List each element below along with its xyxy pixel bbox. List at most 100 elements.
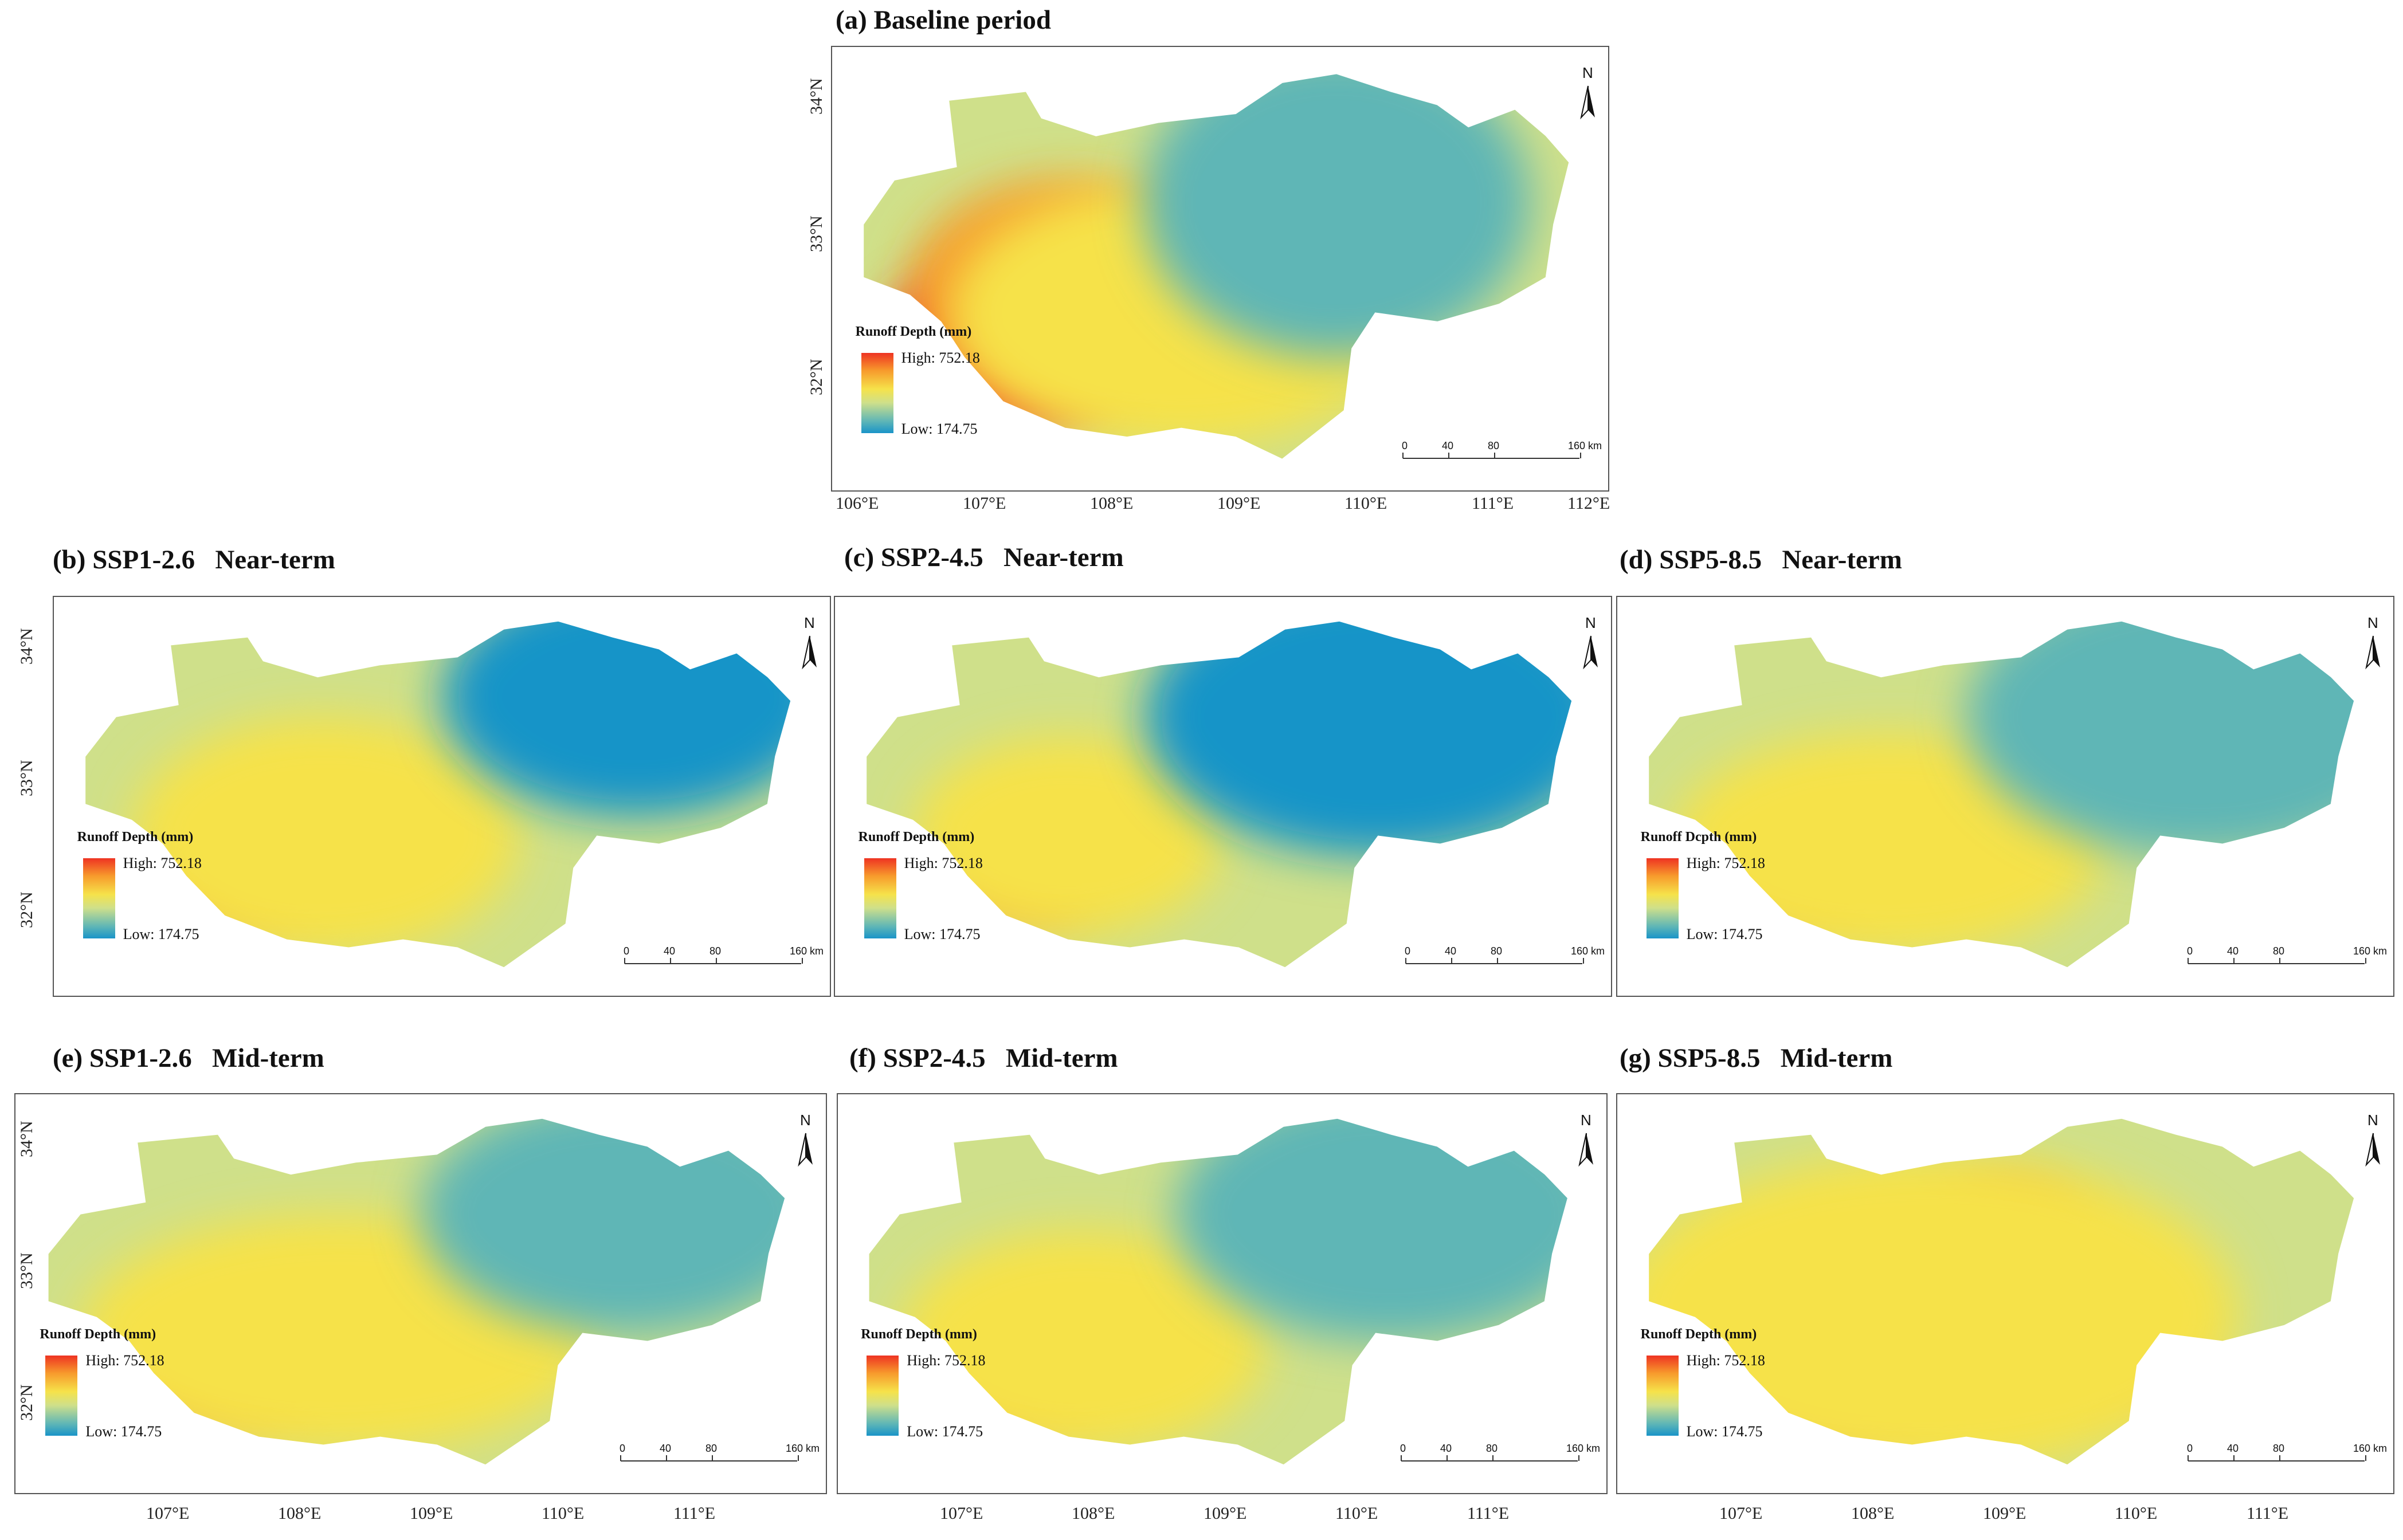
lon-tick-109: 109°E bbox=[1217, 494, 1261, 513]
scale-bar: 0 40 80 160 km bbox=[1405, 945, 1605, 984]
legend-low-label: Low: 174.75 bbox=[85, 1423, 162, 1440]
legend-title: Runoff Dcpth (mm) bbox=[1640, 830, 1757, 844]
map-panel-a: Runoff Depth (mm) High: 752.18 Low: 174.75… bbox=[831, 46, 1609, 492]
panel-title-a: (a) Baseline period bbox=[836, 5, 1051, 35]
lon-tick-e-111: 111°E bbox=[673, 1504, 716, 1523]
basin-outline bbox=[868, 1117, 1569, 1466]
basin-outline bbox=[84, 620, 792, 969]
runoff-zone-teal bbox=[1142, 73, 1531, 358]
legend-high-label: High: 752.18 bbox=[1686, 855, 1765, 871]
runoff-map-b bbox=[84, 620, 792, 969]
scale-label: 40 bbox=[660, 1443, 672, 1454]
scale-label: 160 km bbox=[790, 945, 824, 957]
map-panel-c: Runoff Depth (mm) High: 752.18 Low: 174.75… bbox=[834, 596, 1612, 997]
legend-color-ramp bbox=[83, 858, 115, 938]
lat-tick-32-b: 32°N bbox=[17, 891, 36, 928]
lon-tick-g-107: 107°E bbox=[1719, 1504, 1763, 1523]
scale-label: 80 bbox=[1486, 1443, 1498, 1454]
scale-label: 80 bbox=[709, 945, 722, 957]
scale-label: 80 bbox=[1491, 945, 1503, 957]
basin-outline bbox=[1648, 1117, 2355, 1466]
north-arrow-icon: N bbox=[1574, 613, 1608, 676]
legend-high-label: High: 752.18 bbox=[1686, 1352, 1765, 1369]
lon-tick-e-110: 110°E bbox=[542, 1504, 585, 1523]
scale-label: 160 km bbox=[786, 1443, 820, 1454]
scale-bar: 0 40 80 160 km bbox=[1402, 440, 1602, 479]
lon-tick-e-108: 108°E bbox=[278, 1504, 322, 1523]
north-arrow-icon: N bbox=[1569, 1110, 1604, 1173]
panel-title-e: (e) SSP1-2.6 Mid-term bbox=[53, 1043, 324, 1073]
north-label: N bbox=[1581, 1111, 1591, 1129]
legend-title: Runoff Depth (mm) bbox=[1640, 1327, 1757, 1342]
basin-outline bbox=[865, 620, 1573, 969]
lon-tick-108: 108°E bbox=[1090, 494, 1134, 513]
map-panel-d: Runoff Dcpth (mm) High: 752.18 Low: 174.75… bbox=[1616, 596, 2394, 997]
scale-label: 160 km bbox=[2353, 1443, 2388, 1454]
lon-tick-f-111: 111°E bbox=[1467, 1504, 1510, 1523]
basin-outline bbox=[47, 1117, 786, 1466]
north-arrow-icon: N bbox=[2356, 613, 2390, 676]
legend-high-label: High: 752.18 bbox=[907, 1352, 986, 1369]
runoff-zone-yellow bbox=[912, 736, 1223, 936]
lat-tick-34-a: 34°N bbox=[807, 78, 826, 115]
map-panel-g: Runoff Depth (mm) High: 752.18 Low: 174.75… bbox=[1616, 1093, 2394, 1494]
lon-tick-g-109: 109°E bbox=[1983, 1504, 2026, 1523]
map-panel-f: Runoff Depth (mm) High: 752.18 Low: 174.75… bbox=[837, 1093, 1608, 1494]
lon-tick-107: 107°E bbox=[963, 494, 1006, 513]
lon-tick-112: 112°E bbox=[1567, 494, 1610, 513]
legend-color-ramp bbox=[1646, 858, 1679, 938]
north-label: N bbox=[800, 1111, 811, 1129]
lon-tick-110: 110°E bbox=[1344, 494, 1387, 513]
north-label: N bbox=[1585, 614, 1596, 631]
runoff-zone-teal bbox=[1176, 1118, 1569, 1342]
panel-title-b: (b) SSP1-2.6 Near-term bbox=[53, 545, 335, 575]
legend-title: Runoff Depth (mm) bbox=[861, 1327, 977, 1342]
scale-bar: 0 40 80 160 km bbox=[1400, 1443, 1600, 1482]
map-panel-e: Runoff Depth (mm) High: 752.18 Low: 174.75… bbox=[14, 1093, 827, 1494]
scale-label: 0 bbox=[2187, 945, 2193, 957]
lat-tick-33-b: 33°N bbox=[17, 760, 36, 796]
lon-tick-g-110: 110°E bbox=[2115, 1504, 2158, 1523]
runoff-map-c bbox=[865, 620, 1573, 969]
scale-label: 40 bbox=[664, 945, 676, 957]
scale-bar: 0 40 80 160 km bbox=[2187, 1443, 2387, 1482]
legend-low-label: Low: 174.75 bbox=[1686, 926, 1763, 942]
scale-bar: 0 40 80 160 km bbox=[2187, 945, 2387, 984]
legend-low-label: Low: 174.75 bbox=[904, 926, 981, 942]
north-label: N bbox=[2367, 614, 2378, 631]
lon-tick-f-108: 108°E bbox=[1072, 1504, 1115, 1523]
basin-outline bbox=[863, 73, 1570, 460]
scale-bar: 0 40 80 160 km bbox=[620, 1443, 820, 1482]
legend-title: Runoff Depth (mm) bbox=[858, 830, 975, 844]
lon-tick-e-107: 107°E bbox=[146, 1504, 190, 1523]
panel-title-g: (g) SSP5-8.5 Mid-term bbox=[1620, 1043, 1893, 1073]
lon-tick-f-107: 107°E bbox=[940, 1504, 983, 1523]
scale-label: 0 bbox=[1405, 945, 1411, 957]
lat-tick-33-a: 33°N bbox=[807, 215, 826, 252]
scale-label: 0 bbox=[1400, 1443, 1406, 1454]
lon-tick-g-108: 108°E bbox=[1851, 1504, 1895, 1523]
scale-label: 0 bbox=[2187, 1443, 2193, 1454]
legend-low-label: Low: 174.75 bbox=[1686, 1423, 1763, 1440]
runoff-zone-yellow bbox=[131, 716, 520, 956]
scale-bar: 0 40 80 160 km bbox=[624, 945, 824, 984]
scale-label: 0 bbox=[620, 1443, 626, 1454]
legend-high-label: High: 752.18 bbox=[85, 1352, 164, 1369]
basin-outline bbox=[1648, 620, 2355, 969]
legend-low-label: Low: 174.75 bbox=[123, 926, 199, 942]
scale-label: 40 bbox=[2227, 945, 2239, 957]
panel-title-f: (f) SSP2-4.5 Mid-term bbox=[849, 1043, 1118, 1073]
scale-label: 40 bbox=[2227, 1443, 2239, 1454]
runoff-map-e bbox=[47, 1117, 786, 1466]
legend-color-ramp bbox=[864, 858, 896, 938]
legend-color-ramp bbox=[861, 353, 893, 433]
lon-tick-f-109: 109°E bbox=[1204, 1504, 1247, 1523]
lat-tick-32-a: 32°N bbox=[807, 359, 826, 395]
north-arrow-icon: N bbox=[1571, 63, 1605, 126]
lon-tick-g-111: 111°E bbox=[2247, 1504, 2289, 1523]
legend-high-label: High: 752.18 bbox=[904, 855, 983, 871]
north-arrow-icon: N bbox=[793, 613, 827, 676]
scale-label: 40 bbox=[1440, 1443, 1452, 1454]
scale-label: 80 bbox=[1488, 440, 1500, 451]
legend-color-ramp bbox=[45, 1356, 78, 1436]
